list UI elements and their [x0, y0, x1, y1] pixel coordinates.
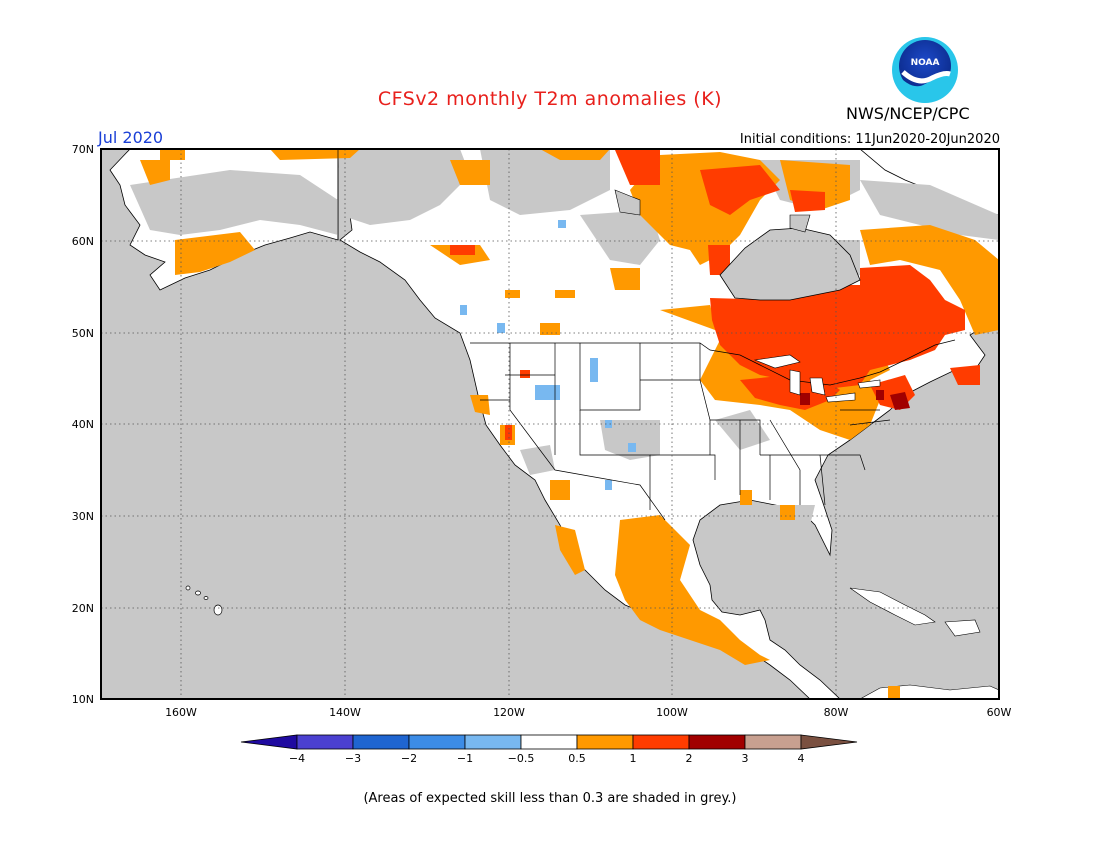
colorbar-label: −2 [401, 752, 417, 765]
colorbar-label: −3 [345, 752, 361, 765]
colorbar-arrow-right [800, 734, 858, 750]
colorbar-swatch [688, 734, 746, 750]
colorbar-swatch [576, 734, 634, 750]
lat-label-60n: 60N [72, 235, 94, 248]
anomaly-2-to-3 [800, 390, 910, 410]
lon-label-120w: 120W [493, 706, 525, 719]
lat-label-10n: 10N [72, 693, 94, 706]
lat-label-40n: 40N [72, 418, 94, 431]
colorbar-label: 0.5 [568, 752, 586, 765]
great-lakes [753, 354, 881, 403]
lon-label-100w: 100W [656, 706, 688, 719]
colorbar-arrow-left [240, 734, 298, 750]
initial-conditions-label: Initial conditions: 11Jun2020-20Jun2020 [739, 132, 1000, 147]
colorbar-label: 4 [798, 752, 805, 765]
lon-label-80w: 80W [824, 706, 849, 719]
colorbar-swatch [464, 734, 522, 750]
chart-title: CFSv2 monthly T2m anomalies (K) [377, 88, 723, 110]
map-frame [100, 148, 1000, 700]
colorbar: −4 −3 −2 −1 −0.5 0.5 1 2 3 4 [240, 734, 858, 765]
arctic-water-2 [789, 214, 811, 233]
map-area [101, 149, 999, 699]
colorbar-swatch [520, 734, 578, 750]
colorbar-label: −1 [457, 752, 473, 765]
anomaly-minus0p5-to-minus1 [460, 220, 636, 490]
colorbar-swatch [352, 734, 410, 750]
lat-label-70n: 70N [72, 143, 94, 156]
lon-label-160w: 160W [165, 706, 197, 719]
lat-labels: 70N 60N 50N 40N 30N 20N 10N [72, 143, 94, 706]
noaa-logo: NOAA [892, 37, 958, 103]
gridlines [101, 149, 999, 699]
colorbar-swatch [296, 734, 354, 750]
colorbar-label: 2 [686, 752, 693, 765]
noaa-logo-text: NOAA [911, 58, 940, 68]
colorbar-label: −0.5 [508, 752, 535, 765]
lon-label-140w: 140W [329, 706, 361, 719]
lon-label-60w: 60W [987, 706, 1012, 719]
hispaniola-land [944, 619, 981, 637]
arctic-water-1 [614, 189, 641, 216]
colorbar-swatch [632, 734, 690, 750]
agency-label: NWS/NCEP/CPC [846, 104, 970, 123]
lon-labels: 160W 140W 120W 100W 80W 60W [165, 706, 1011, 719]
colorbar-label: 3 [742, 752, 749, 765]
lat-label-30n: 30N [72, 510, 94, 523]
colorbar-swatch [744, 734, 802, 750]
cuba-land [849, 587, 936, 626]
colorbar-label: 1 [630, 752, 637, 765]
hudson-bay [719, 227, 861, 301]
colorbar-swatch [408, 734, 466, 750]
colorbar-label: −4 [289, 752, 305, 765]
skill-note: (Areas of expected skill less than 0.3 a… [363, 791, 737, 806]
valid-month-label: Jul 2020 [98, 128, 164, 147]
lat-label-20n: 20N [72, 602, 94, 615]
lat-label-50n: 50N [72, 327, 94, 340]
hawaii-islands [185, 585, 223, 616]
